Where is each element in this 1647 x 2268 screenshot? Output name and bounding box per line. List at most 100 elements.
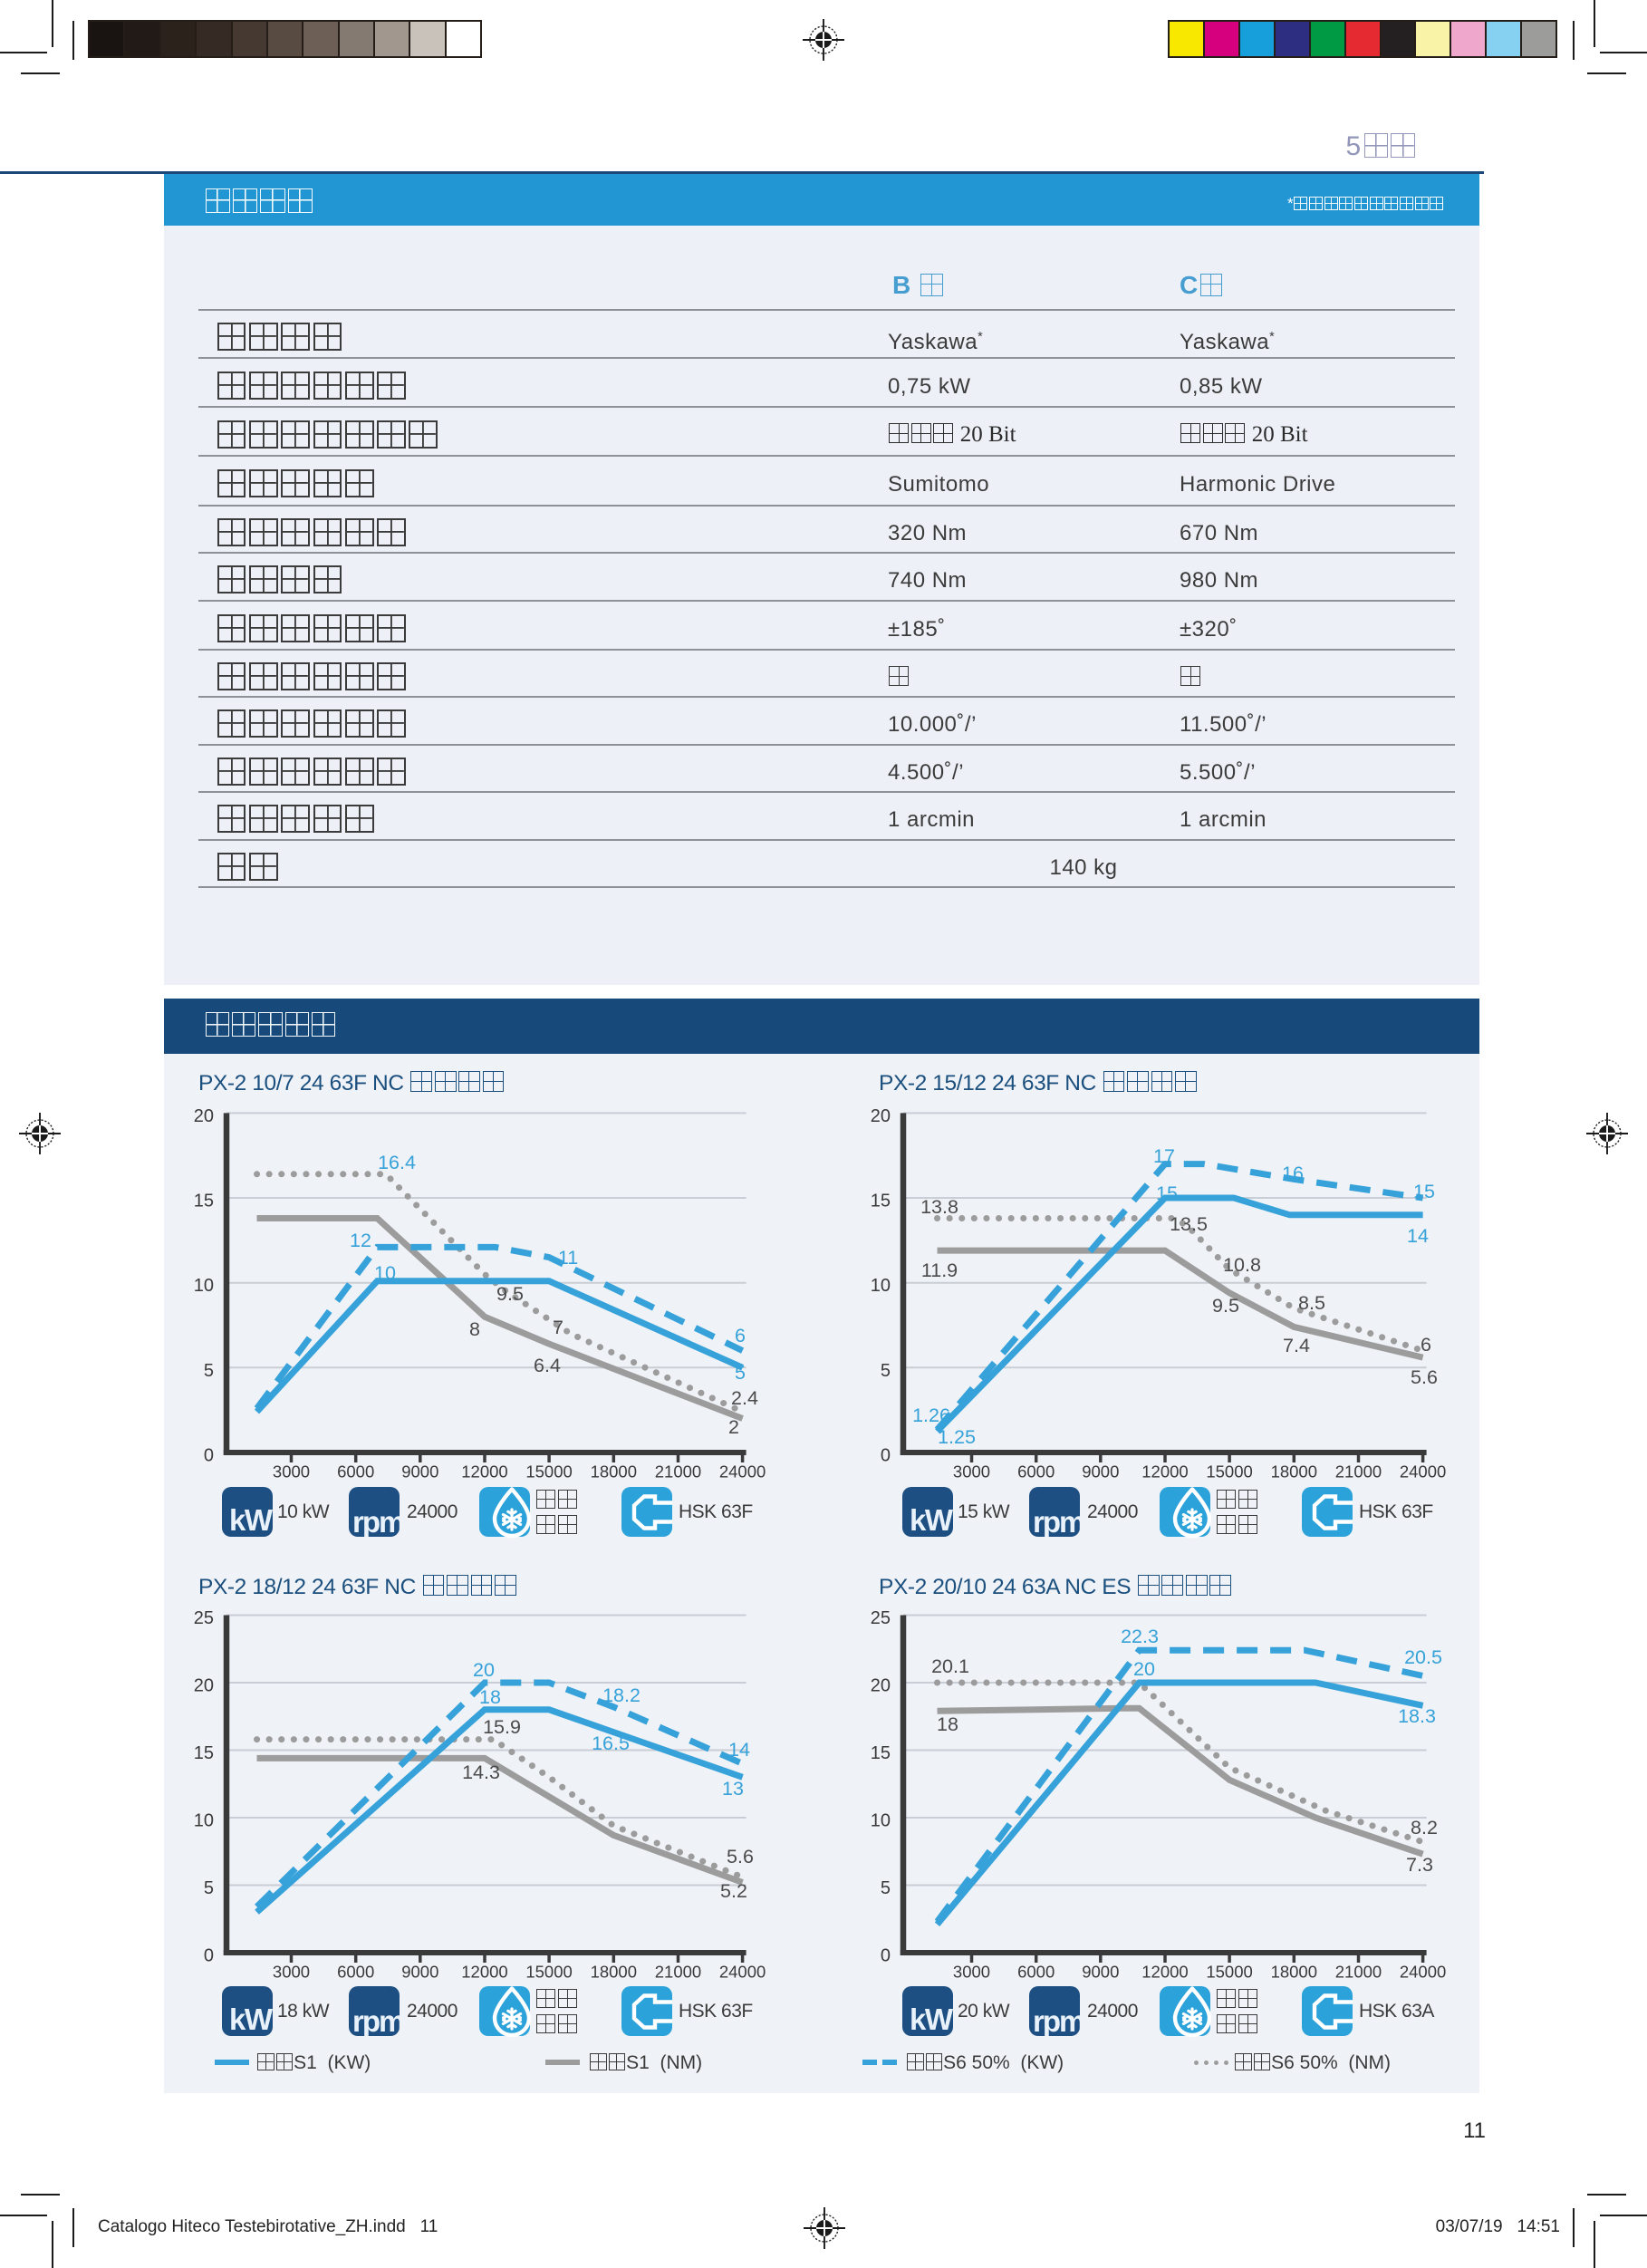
- svg-text:6000: 6000: [1017, 1462, 1055, 1481]
- svg-text:24000: 24000: [719, 1462, 766, 1481]
- svg-text:5: 5: [881, 1878, 891, 1898]
- svg-text:7: 7: [553, 1317, 563, 1338]
- svg-text:10: 10: [194, 1276, 214, 1296]
- svg-text:18.3: 18.3: [1398, 1705, 1436, 1727]
- svg-text:9.5: 9.5: [496, 1283, 524, 1305]
- svg-text:2: 2: [728, 1416, 739, 1438]
- svg-text:21000: 21000: [1335, 1963, 1382, 1982]
- svg-text:13: 13: [722, 1778, 744, 1800]
- svg-text:15000: 15000: [525, 1462, 572, 1481]
- svg-text:5.2: 5.2: [720, 1880, 747, 1902]
- svg-text:20: 20: [194, 1106, 214, 1126]
- svg-text:5: 5: [204, 1361, 214, 1381]
- svg-text:0: 0: [881, 1446, 891, 1466]
- svg-text:6: 6: [735, 1325, 746, 1346]
- svg-text:24000: 24000: [719, 1963, 766, 1982]
- svg-text:16.4: 16.4: [378, 1152, 416, 1173]
- svg-text:15: 15: [194, 1192, 214, 1211]
- svg-text:7.3: 7.3: [1406, 1854, 1433, 1876]
- svg-text:15000: 15000: [1206, 1963, 1252, 1982]
- svg-text:5: 5: [735, 1362, 746, 1384]
- svg-text:0: 0: [881, 1946, 891, 1966]
- svg-text:6000: 6000: [337, 1462, 374, 1481]
- svg-text:10: 10: [871, 1811, 891, 1831]
- svg-text:0: 0: [204, 1946, 214, 1966]
- svg-text:20: 20: [473, 1659, 495, 1681]
- svg-text:10: 10: [194, 1811, 214, 1831]
- svg-text:5: 5: [204, 1878, 214, 1898]
- svg-text:10: 10: [871, 1276, 891, 1296]
- svg-text:15: 15: [871, 1743, 891, 1763]
- svg-text:3000: 3000: [273, 1963, 310, 1982]
- svg-text:8: 8: [469, 1318, 480, 1340]
- svg-text:20: 20: [871, 1676, 891, 1696]
- svg-text:24000: 24000: [1400, 1462, 1446, 1481]
- svg-text:9.5: 9.5: [1212, 1295, 1239, 1317]
- svg-text:6000: 6000: [337, 1963, 374, 1982]
- svg-text:25: 25: [194, 1608, 214, 1628]
- svg-text:20: 20: [1133, 1658, 1155, 1680]
- svg-text:20.5: 20.5: [1404, 1646, 1442, 1668]
- svg-text:12000: 12000: [1141, 1462, 1188, 1481]
- svg-text:5.6: 5.6: [1411, 1366, 1438, 1388]
- svg-text:17: 17: [1153, 1145, 1175, 1167]
- svg-text:15: 15: [194, 1743, 214, 1763]
- svg-text:15: 15: [1156, 1182, 1178, 1204]
- svg-text:18000: 18000: [1271, 1462, 1317, 1481]
- svg-text:1.26: 1.26: [912, 1404, 950, 1426]
- svg-text:20: 20: [194, 1676, 214, 1696]
- svg-text:9000: 9000: [1082, 1963, 1119, 1982]
- svg-text:8.2: 8.2: [1411, 1817, 1438, 1839]
- svg-text:12000: 12000: [461, 1963, 507, 1982]
- svg-text:20: 20: [871, 1106, 891, 1126]
- svg-text:22.3: 22.3: [1121, 1626, 1159, 1647]
- svg-text:11.9: 11.9: [921, 1259, 958, 1281]
- svg-text:5: 5: [881, 1361, 891, 1381]
- svg-text:12000: 12000: [461, 1462, 507, 1481]
- svg-text:8.5: 8.5: [1298, 1292, 1325, 1314]
- svg-text:16: 16: [1282, 1163, 1304, 1184]
- svg-text:9000: 9000: [1082, 1462, 1119, 1481]
- svg-text:18000: 18000: [591, 1963, 637, 1982]
- svg-text:14: 14: [728, 1739, 750, 1761]
- svg-text:21000: 21000: [1335, 1462, 1382, 1481]
- svg-text:15: 15: [871, 1192, 891, 1211]
- svg-text:1.25: 1.25: [938, 1426, 976, 1448]
- svg-text:15: 15: [1413, 1181, 1435, 1202]
- svg-text:14.3: 14.3: [462, 1761, 500, 1783]
- svg-text:15000: 15000: [1206, 1462, 1252, 1481]
- svg-text:5.6: 5.6: [727, 1846, 754, 1867]
- svg-text:15.9: 15.9: [483, 1716, 521, 1738]
- svg-text:18000: 18000: [1271, 1963, 1317, 1982]
- svg-text:18: 18: [479, 1686, 501, 1708]
- svg-text:12000: 12000: [1141, 1963, 1188, 1982]
- svg-text:6000: 6000: [1017, 1963, 1055, 1982]
- svg-text:21000: 21000: [655, 1462, 701, 1481]
- svg-text:7.4: 7.4: [1283, 1335, 1310, 1356]
- svg-text:25: 25: [871, 1608, 891, 1628]
- svg-text:13.8: 13.8: [920, 1196, 958, 1218]
- svg-text:18.2: 18.2: [602, 1684, 640, 1706]
- svg-text:12: 12: [350, 1230, 371, 1251]
- svg-text:18000: 18000: [591, 1462, 637, 1481]
- svg-text:6.4: 6.4: [534, 1355, 561, 1376]
- svg-text:21000: 21000: [655, 1963, 701, 1982]
- svg-text:2.4: 2.4: [731, 1387, 758, 1409]
- svg-text:15000: 15000: [525, 1963, 572, 1982]
- svg-text:10.8: 10.8: [1223, 1254, 1261, 1276]
- svg-text:14: 14: [1407, 1225, 1429, 1247]
- svg-text:24000: 24000: [1400, 1963, 1446, 1982]
- svg-text:9000: 9000: [401, 1462, 438, 1481]
- svg-text:13.5: 13.5: [1170, 1213, 1208, 1235]
- svg-text:18: 18: [937, 1713, 958, 1735]
- svg-text:20.1: 20.1: [931, 1655, 969, 1677]
- svg-text:10: 10: [374, 1262, 396, 1284]
- svg-text:11: 11: [558, 1247, 578, 1269]
- svg-text:3000: 3000: [953, 1963, 990, 1982]
- svg-text:0: 0: [204, 1446, 214, 1466]
- svg-text:3000: 3000: [273, 1462, 310, 1481]
- svg-text:6: 6: [1421, 1334, 1431, 1356]
- svg-text:3000: 3000: [953, 1462, 990, 1481]
- svg-text:16.5: 16.5: [592, 1732, 630, 1754]
- svg-text:9000: 9000: [401, 1963, 438, 1982]
